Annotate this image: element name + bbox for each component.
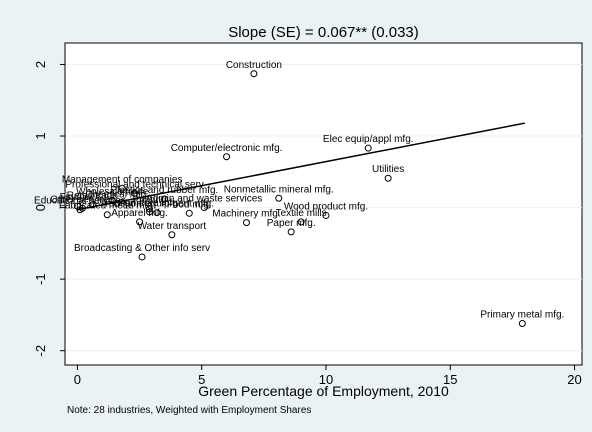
data-point: [146, 208, 154, 216]
data-point: [250, 70, 258, 78]
data-point: [384, 174, 392, 182]
point-label: Machinery mfg.: [212, 209, 280, 220]
data-point: [136, 218, 144, 226]
plot-area: [64, 42, 583, 366]
point-label: Textile mills: [276, 208, 327, 219]
data-point: [185, 209, 193, 217]
point-label: Primary metal mfg.: [480, 309, 564, 320]
data-point: [275, 194, 283, 202]
point-label: Furniture mfg.: [118, 198, 180, 209]
data-point: [131, 189, 139, 197]
point-label: Broadcasting & Other info serv: [74, 243, 210, 254]
point-label: Nonmetallic mineral mfg.: [224, 184, 334, 195]
data-point: [103, 211, 111, 219]
x-tick-label: 10: [319, 372, 333, 387]
point-label: Food mfg.: [167, 199, 212, 210]
chart-note: Note: 28 industries, Weighted with Emplo…: [67, 405, 311, 416]
point-label: Wholesale trade: [76, 186, 149, 197]
y-tick-label: 2: [33, 61, 48, 68]
point-label: Finance: [60, 192, 96, 203]
point-label: Other services: [50, 194, 114, 205]
y-tick-label: -2: [33, 345, 48, 357]
point-label: Water transport: [138, 221, 207, 232]
point-label: Professional and technical serv: [65, 179, 203, 190]
data-point: [223, 153, 231, 161]
fit-line-group: [77, 122, 525, 211]
point-label: Elec equip/appl mfg.: [323, 134, 414, 145]
chart-title: Slope (SE) = 0.067** (0.033): [228, 24, 419, 41]
point-label: Printing: [133, 195, 167, 206]
x-axis-title: Green Percentage of Employment, 2010: [198, 383, 449, 399]
data-point: [76, 206, 84, 214]
point-label: Chemical mfg.: [85, 189, 149, 200]
data-point: [146, 205, 154, 213]
data-point: [518, 319, 526, 327]
point-label: Management of companies: [62, 174, 183, 185]
x-tick-label: 20: [567, 372, 581, 387]
data-point: [153, 209, 161, 217]
data-point: [297, 218, 305, 226]
y-tick-label: 0: [33, 204, 48, 211]
point-label: Utilities: [372, 164, 404, 175]
data-point: [242, 219, 250, 227]
fit-line: [77, 122, 525, 211]
gridlines: [65, 63, 582, 352]
point-label: Admin and waste services: [146, 194, 262, 205]
data-point: [200, 204, 208, 212]
x-tick-label: 5: [198, 372, 205, 387]
point-label: Construction: [226, 60, 282, 71]
point-label: Apparel mfg.: [111, 208, 168, 219]
y-tick-label: -1: [33, 273, 48, 285]
data-point: [160, 195, 168, 203]
data-point: [287, 228, 295, 236]
point-label: Paper mfg.: [267, 218, 316, 229]
point-label: Wood product mfg.: [284, 201, 368, 212]
data-point: [138, 253, 146, 261]
data-point: [168, 231, 176, 239]
data-point: [108, 196, 116, 204]
point-label: Educational services: [34, 196, 126, 207]
data-point: [118, 184, 126, 192]
point-label: Transport equipment mfg.: [100, 199, 214, 210]
x-tick-label: 15: [443, 372, 457, 387]
point-label: Fabricated metal mfg.: [59, 201, 156, 212]
data-point: [322, 211, 330, 219]
data-point: [364, 144, 372, 152]
points-group: Construction Computer/electronic mfg. Elec…: [34, 60, 564, 327]
data-point: [88, 201, 96, 209]
x-tick-label: 0: [74, 372, 81, 387]
y-tick-label: 1: [33, 132, 48, 139]
point-label: Computer/electronic mfg.: [171, 143, 283, 154]
point-label: Retail trade: [67, 191, 119, 202]
point-label: Plastics and rubber mfg.: [111, 185, 219, 196]
